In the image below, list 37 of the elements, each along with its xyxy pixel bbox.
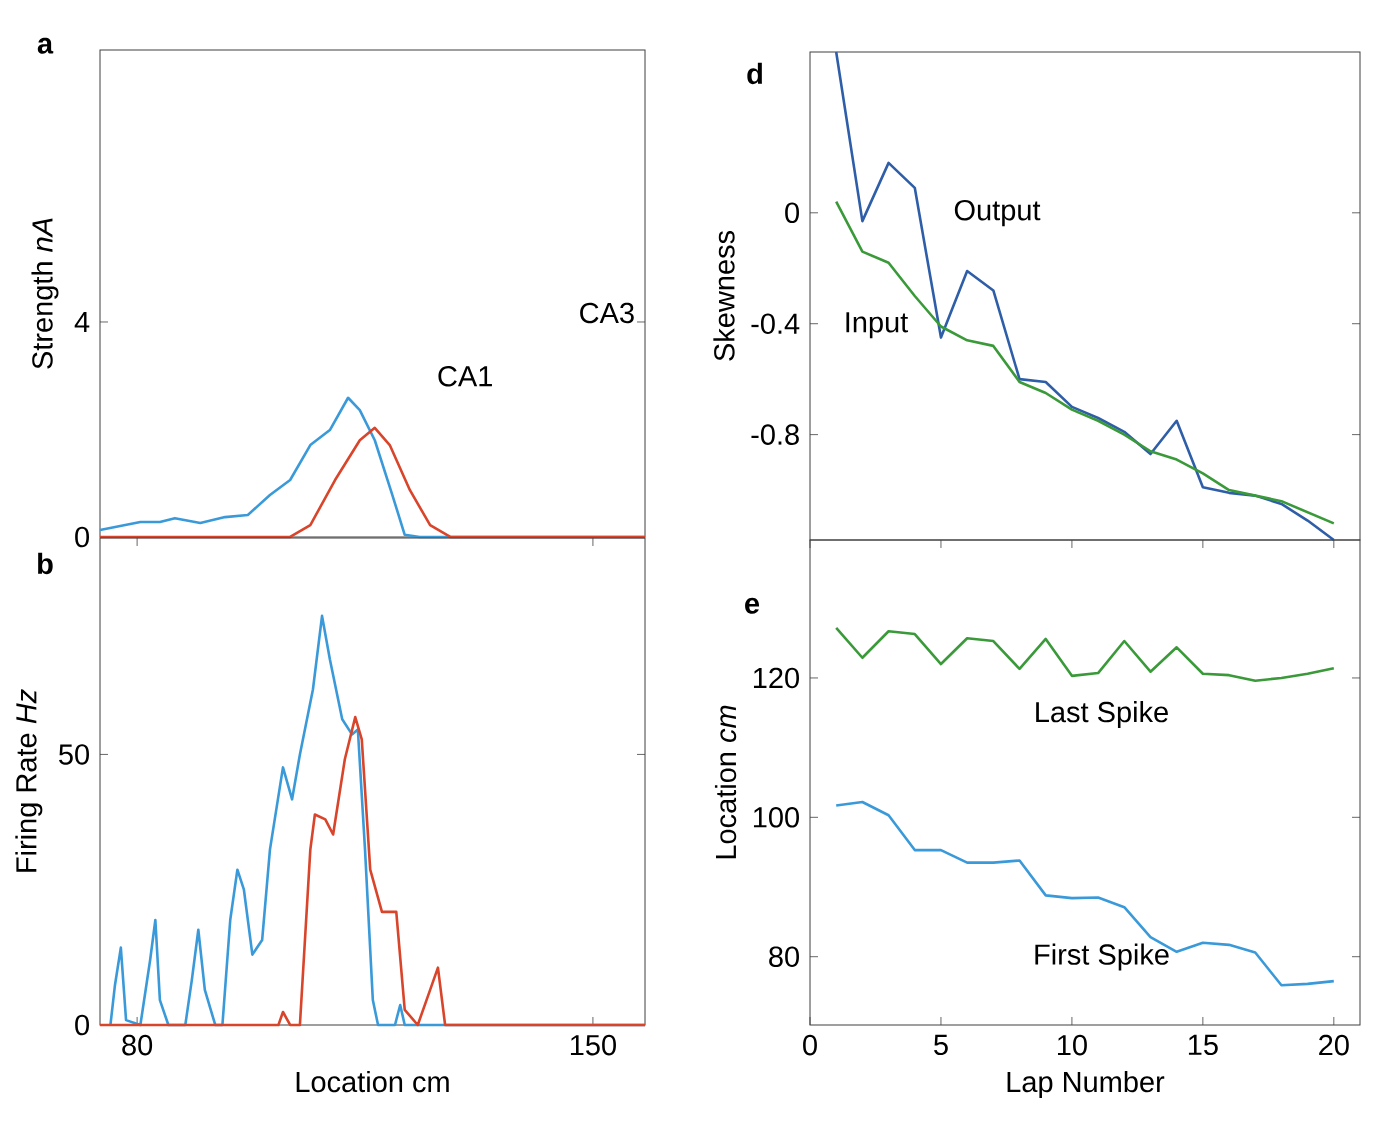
y-tick-label: -0.4 [751, 313, 800, 334]
x-tick-label: 5 [934, 1034, 948, 1056]
x-tick-label: 10 [1057, 1034, 1087, 1056]
series-label: Input [846, 312, 909, 339]
line-series [98, 426, 647, 539]
x-tick-label: 150 [570, 1034, 616, 1056]
y-tick-label: 100 [753, 807, 799, 828]
annotation: CA1 [438, 366, 492, 387]
y-tick-label: 0 [75, 1014, 90, 1036]
series-label: First Spike [1035, 943, 1169, 971]
x-tick-label: 20 [1319, 1034, 1349, 1056]
y-tick-label: 80 [769, 946, 799, 967]
y-tick-label: 50 [59, 744, 89, 765]
y-tick-label: 0 [785, 202, 800, 224]
y-axis-title: Firing Rate Hz [15, 689, 43, 872]
line-series [834, 50, 1336, 542]
chart-title: b [38, 552, 53, 575]
y-tick-label: 4 [74, 312, 90, 332]
y-axis-title: Strength nA [31, 218, 59, 369]
annotation: CA3 [580, 302, 634, 324]
y-tick-label: -0.8 [751, 424, 799, 445]
y-tick-label: 120 [753, 667, 799, 689]
y-tick-label: 0 [75, 526, 89, 548]
chart-title: a [37, 37, 54, 54]
y-axis-title: Skewness [713, 230, 735, 361]
line-series [834, 800, 1336, 987]
series-label: Last Spike [1036, 701, 1168, 729]
chart-title: d [747, 62, 762, 85]
y-axis-title: Location cm [714, 705, 737, 859]
x-axis-title: Lap Number [1007, 1070, 1165, 1098]
x-tick-label: 15 [1188, 1034, 1218, 1056]
x-tick-label: 0 [803, 1034, 817, 1056]
text: e [745, 597, 760, 614]
series-label: Output [954, 199, 1041, 227]
line-series [834, 626, 1336, 683]
x-axis-title: Location cm [296, 1070, 449, 1093]
x-tick-label: 80 [122, 1034, 153, 1056]
